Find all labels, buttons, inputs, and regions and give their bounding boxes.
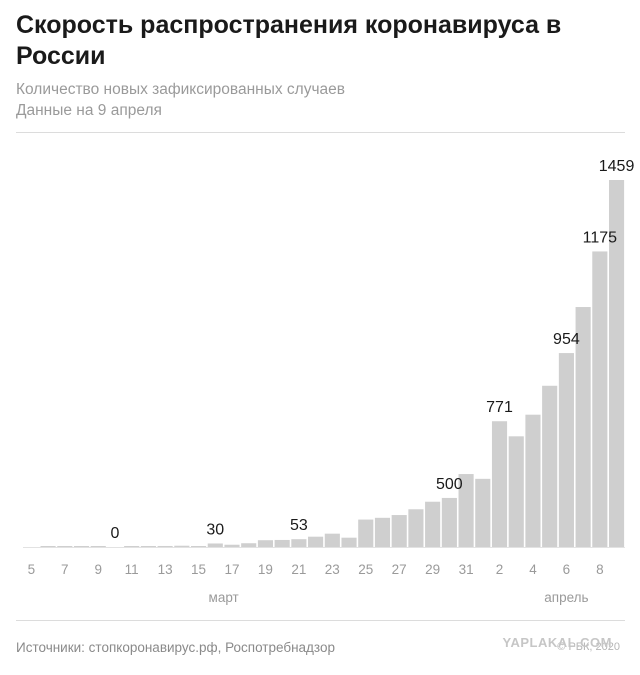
x-tick-label: 9 (94, 562, 102, 577)
data-label: 30 (206, 521, 224, 538)
bar-19 (257, 540, 273, 547)
sources-note: Источники: стопкоронавирус.рф, Роспотреб… (16, 640, 335, 655)
bar-1 (475, 478, 491, 547)
bar-8 (73, 546, 90, 547)
bar-17 (224, 544, 240, 547)
bar-4 (525, 414, 541, 547)
bar-6 (558, 353, 574, 547)
chart-subtitle: Количество новых зафиксированных случаев… (16, 79, 616, 121)
data-label: 1175 (583, 229, 618, 246)
bar-13 (157, 545, 173, 547)
chart-title: Скорость распространения коронавируса в … (16, 11, 562, 70)
x-tick-label: 31 (459, 562, 474, 577)
x-tick-label: 21 (291, 562, 306, 577)
data-label: 0 (111, 525, 120, 542)
copyright-credit: © РБК, 2020 (557, 641, 620, 653)
bar-11 (124, 546, 140, 547)
data-label: 1459 (599, 158, 635, 175)
bottom-divider (16, 620, 625, 621)
bar-2 (491, 421, 508, 547)
bar-26 (374, 517, 391, 547)
bar-28 (408, 509, 424, 547)
x-tick-label: 15 (191, 562, 206, 577)
bar-27 (391, 515, 407, 547)
data-label: 954 (553, 331, 580, 348)
x-tick-label: 19 (258, 562, 273, 577)
x-tick-label: 27 (392, 562, 407, 577)
data-label: 53 (290, 517, 308, 534)
bar-21 (291, 539, 307, 547)
x-tick-label: 4 (529, 562, 537, 577)
bar-14 (174, 545, 190, 547)
x-tick-label: 17 (224, 562, 239, 577)
x-tick-label: 7 (61, 562, 69, 577)
bar-22 (308, 536, 324, 547)
bar-5 (542, 385, 558, 547)
subtitle-line: Данные на 9 апреля (16, 102, 162, 119)
bar-25 (358, 519, 374, 547)
bar-16 (207, 543, 223, 547)
bar-8 (592, 251, 608, 547)
bar-23 (324, 533, 340, 547)
subtitle-line: Количество новых зафиксированных случаев (16, 81, 345, 98)
x-tick-label: 25 (358, 562, 373, 577)
bar-20 (274, 539, 290, 547)
x-tick-label: 11 (125, 562, 139, 577)
bar-7 (575, 307, 591, 547)
bar-chart: 0 30 53 500 771 954 1175 1459 5 7 9 11 13 15 17 19 21 23 2… (23, 158, 635, 605)
x-tick-label: 6 (563, 562, 571, 577)
x-tick-label: 13 (158, 562, 173, 577)
x-tick-label: 5 (28, 562, 36, 577)
x-tick-label: 23 (325, 562, 340, 577)
month-label: апрель (544, 590, 588, 605)
bar-7 (57, 546, 73, 547)
bar-9 (90, 546, 106, 547)
x-tick-label: 29 (425, 562, 440, 577)
bar-6 (40, 546, 56, 547)
top-divider (16, 132, 625, 133)
data-label: 771 (486, 399, 513, 416)
bar-18 (241, 543, 257, 547)
watermark-logo: YAPLAKAL.COM (502, 635, 612, 650)
bar-31 (458, 474, 474, 547)
bar-12 (140, 546, 156, 547)
bar-24 (341, 537, 357, 547)
x-tick-label: 8 (596, 562, 604, 577)
data-label: 500 (436, 476, 463, 493)
bar-9 (609, 180, 625, 547)
bar-15 (191, 546, 207, 547)
bar-29 (425, 501, 441, 547)
bar-3 (508, 436, 524, 547)
month-label: март (209, 590, 239, 605)
x-tick-label: 2 (496, 562, 504, 577)
bar-30 (441, 497, 457, 547)
